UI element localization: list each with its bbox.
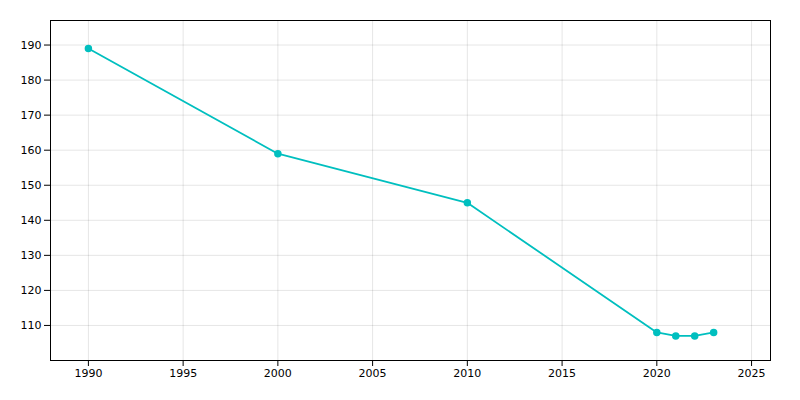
svg-text:110: 110 xyxy=(21,319,42,332)
svg-text:2020: 2020 xyxy=(643,367,671,380)
svg-text:1995: 1995 xyxy=(169,367,197,380)
svg-text:2005: 2005 xyxy=(359,367,387,380)
svg-text:2010: 2010 xyxy=(453,367,481,380)
svg-text:140: 140 xyxy=(21,214,42,227)
svg-text:150: 150 xyxy=(21,179,42,192)
svg-text:130: 130 xyxy=(21,249,42,262)
svg-text:1990: 1990 xyxy=(74,367,102,380)
svg-text:2025: 2025 xyxy=(738,367,766,380)
svg-text:170: 170 xyxy=(21,109,42,122)
svg-text:190: 190 xyxy=(21,39,42,52)
svg-text:120: 120 xyxy=(21,284,42,297)
svg-text:180: 180 xyxy=(21,74,42,87)
svg-text:2015: 2015 xyxy=(548,367,576,380)
svg-text:160: 160 xyxy=(21,144,42,157)
svg-text:2000: 2000 xyxy=(264,367,292,380)
